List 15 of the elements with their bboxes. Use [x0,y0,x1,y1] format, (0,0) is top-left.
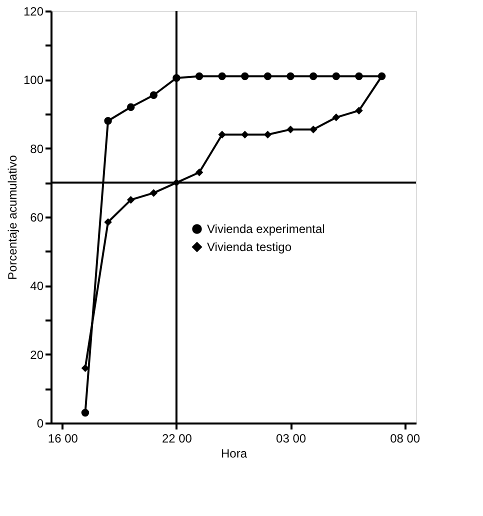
y-tick-label: 120 [23,4,44,18]
y-tick-label: 60 [30,210,44,224]
legend-label: Vivienda experimental [207,222,325,236]
x-tick-label: 16 00 [48,432,78,446]
y-tick-label: 0 [36,416,44,430]
y-tick-label: 20 [30,348,44,362]
x-tick-label: 03 00 [276,432,306,446]
y-tick-label: 40 [30,279,44,294]
x-tick-label: 22 00 [162,432,192,446]
y-axis-title: Porcentaje acumulativo [5,154,20,280]
y-tick-label: 100 [23,73,44,88]
x-tick-label: 08 00 [390,432,420,446]
legend-label: Vivienda testigo [207,240,292,254]
y-tick-label: 80 [30,142,44,156]
x-axis-title: Hora [220,446,248,460]
